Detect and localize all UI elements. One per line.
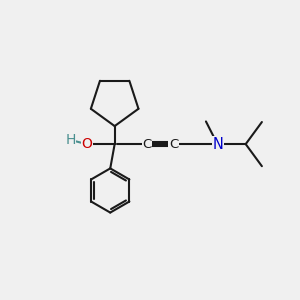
Text: C: C [169, 138, 178, 151]
Text: C: C [142, 138, 152, 151]
Text: O: O [81, 137, 92, 151]
Text: N: N [212, 136, 223, 152]
Text: H: H [65, 133, 76, 147]
